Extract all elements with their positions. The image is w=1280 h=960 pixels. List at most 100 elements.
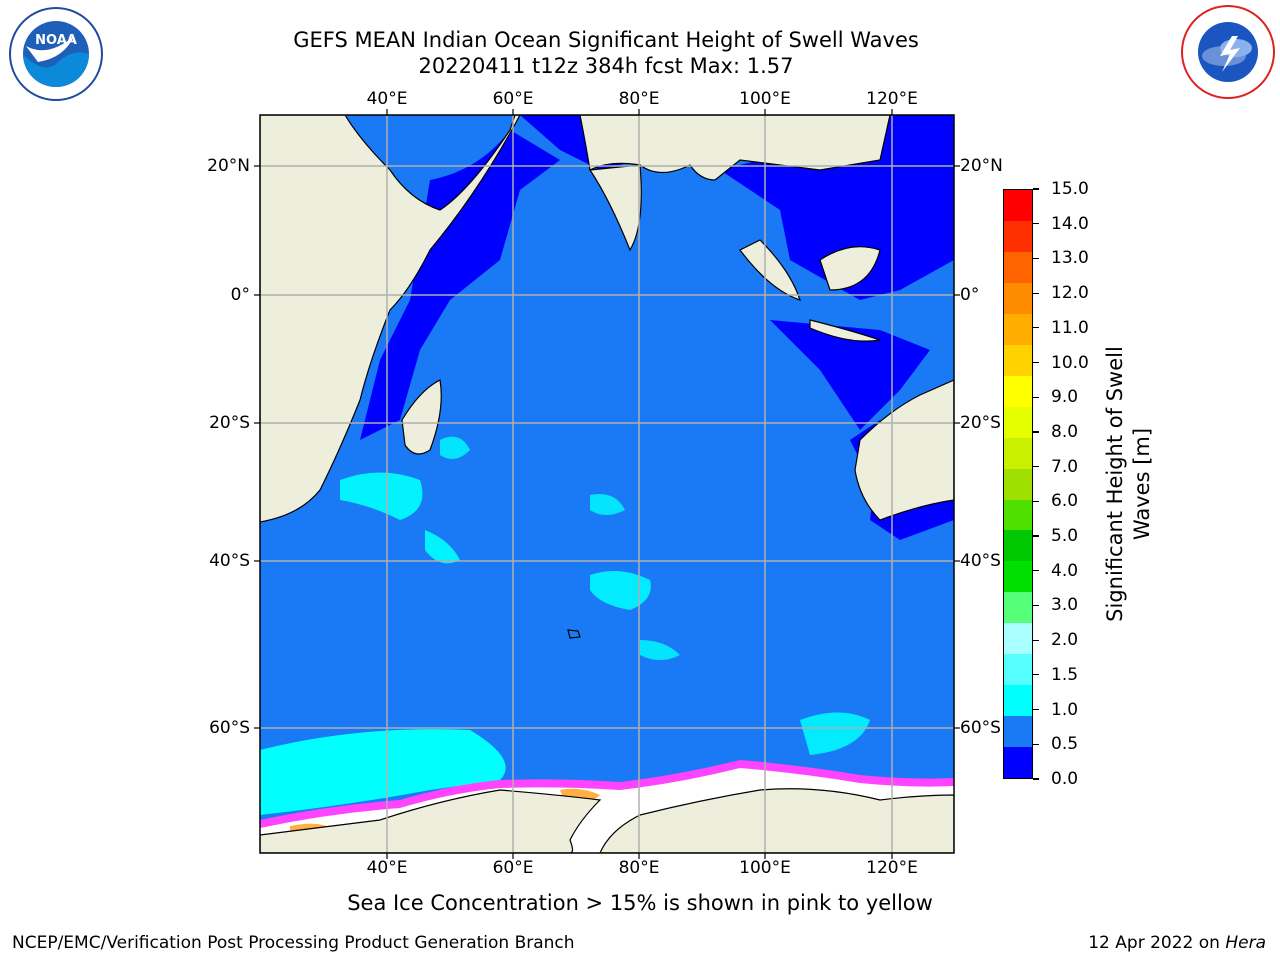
swell-patch: [590, 494, 625, 515]
colorbar-tick-label: 6.0: [1051, 491, 1079, 512]
colorbar-tick-mark: [1033, 431, 1039, 433]
colorbar-tick-label: 1.5: [1051, 664, 1079, 685]
footer-date: 12 Apr 2022 on Hera: [1088, 933, 1266, 953]
colorbar-tick-mark: [1033, 223, 1039, 225]
colorbar-swatch: [1004, 375, 1032, 407]
colorbar-swatch: [1004, 190, 1032, 221]
colorbar-tick-mark: [1033, 188, 1039, 190]
colorbar-swatch: [1004, 592, 1032, 624]
colorbar-tick-mark: [1033, 674, 1039, 676]
x-tick-top: 120°E: [866, 89, 918, 109]
y-tick-right: 0°: [960, 285, 980, 305]
sumatra: [739, 239, 801, 301]
colorbar-swatch: [1004, 251, 1032, 283]
colorbar-tick-label: 4.0: [1051, 560, 1079, 581]
x-tick-top: 40°E: [366, 89, 408, 109]
y-tick-right: 20°N: [960, 156, 1003, 176]
caption: Sea Ice Concentration > 15% is shown in …: [347, 891, 933, 915]
colorbar-tick-mark: [1033, 743, 1039, 745]
chart-subtitle: 20220411 t12z 384h fcst Max: 1.57: [418, 54, 794, 78]
swell-patch: [425, 530, 460, 564]
colorbar-swatch: [1004, 282, 1032, 314]
footer-date-text: 12 Apr 2022 on: [1088, 933, 1226, 953]
chart-title: GEFS MEAN Indian Ocean Significant Heigh…: [293, 28, 919, 52]
colorbar-tick-mark: [1033, 570, 1039, 572]
colorbar-tick-label: 2.0: [1051, 630, 1079, 651]
x-tick-bottom: 100°E: [739, 858, 791, 878]
colorbar-tick-label: 9.0: [1051, 387, 1079, 408]
colorbar-swatch: [1004, 313, 1032, 345]
x-tick-bottom: 120°E: [866, 858, 918, 878]
low-swell-indonesia: [720, 115, 954, 300]
colorbar-tick-label: 12.0: [1051, 283, 1089, 304]
colorbar-tick-mark: [1033, 327, 1039, 329]
colorbar-tick-label: 10.0: [1051, 352, 1089, 373]
antarctica-west: [260, 789, 602, 853]
colorbar-tick-label: 1.0: [1051, 699, 1079, 720]
colorbar-swatch: [1004, 654, 1032, 686]
colorbar-swatch: [1004, 747, 1032, 779]
swell-patch: [440, 436, 470, 459]
colorbar-tick-label: 0.0: [1051, 769, 1079, 789]
low-swell-arabian: [360, 130, 560, 440]
colorbar-tick-mark: [1033, 292, 1039, 294]
swell-patch: [590, 571, 651, 610]
graticule: [260, 115, 954, 853]
map-frame: [259, 114, 955, 854]
footer-machine: Hera: [1225, 933, 1266, 953]
x-tick-bottom: 40°E: [366, 858, 408, 878]
x-tick-top: 100°E: [739, 89, 791, 109]
colorbar: [1003, 189, 1033, 779]
low-swell-timor: [770, 320, 930, 430]
colorbar-tick-label: 8.0: [1051, 421, 1079, 442]
colorbar-swatch: [1004, 437, 1032, 469]
y-tick-left: 20°N: [207, 156, 250, 176]
java: [809, 319, 881, 342]
x-tick-bottom: 80°E: [618, 858, 660, 878]
noaa-logo-text: NOAA: [35, 33, 77, 48]
colorbar-swatch: [1004, 468, 1032, 500]
australia: [854, 379, 954, 521]
colorbar-tick-label: 15.0: [1051, 179, 1089, 199]
colorbar-swatch: [1004, 561, 1032, 593]
colorbar-swatch: [1004, 344, 1032, 376]
y-tick-left: 0°: [230, 285, 250, 305]
y-tick-right: 60°S: [960, 718, 1001, 738]
colorbar-tick-mark: [1033, 708, 1039, 711]
colorbar-tick-label: 11.0: [1051, 317, 1089, 338]
colorbar-tick-mark: [1033, 361, 1039, 364]
india: [588, 164, 642, 252]
colorbar-tick-mark: [1033, 396, 1039, 398]
borneo: [819, 246, 881, 291]
colorbar-tick-mark: [1033, 257, 1039, 259]
colorbar-swatch: [1004, 716, 1032, 748]
x-tick-top: 60°E: [492, 89, 534, 109]
madagascar: [401, 379, 442, 455]
colorbar-swatch: [1004, 623, 1032, 655]
colorbar-tick-mark: [1033, 466, 1039, 468]
colorbar-tick-mark: [1033, 778, 1039, 780]
colorbar-tick-label: 3.0: [1051, 595, 1079, 616]
colorbar-tick-mark: [1033, 535, 1039, 537]
noaa-logo: NOAA: [9, 7, 103, 101]
kerguelen-island: [567, 629, 581, 639]
nws-logo: [1181, 5, 1275, 99]
colorbar-label: Significant Height of Swell Waves [m]: [1103, 346, 1154, 622]
x-tick-top: 80°E: [618, 89, 660, 109]
y-tick-right: 20°S: [960, 413, 1001, 433]
y-tick-right: 40°S: [960, 551, 1001, 571]
x-tick-bottom: 60°E: [492, 858, 534, 878]
colorbar-swatch: [1004, 406, 1032, 438]
south-asia: [579, 115, 891, 181]
y-tick-left: 40°S: [209, 551, 250, 571]
colorbar-swatch: [1004, 685, 1032, 717]
colorbar-tick-label: 5.0: [1051, 526, 1079, 547]
colorbar-swatch: [1004, 499, 1032, 531]
footer-branch: NCEP/EMC/Verification Post Processing Pr…: [12, 933, 575, 953]
colorbar-swatch: [1004, 530, 1032, 562]
colorbar-tick-label: 14.0: [1051, 213, 1089, 234]
swell-patch: [340, 472, 423, 520]
colorbar-tick-mark: [1033, 500, 1039, 502]
y-tick-left: 20°S: [209, 413, 250, 433]
